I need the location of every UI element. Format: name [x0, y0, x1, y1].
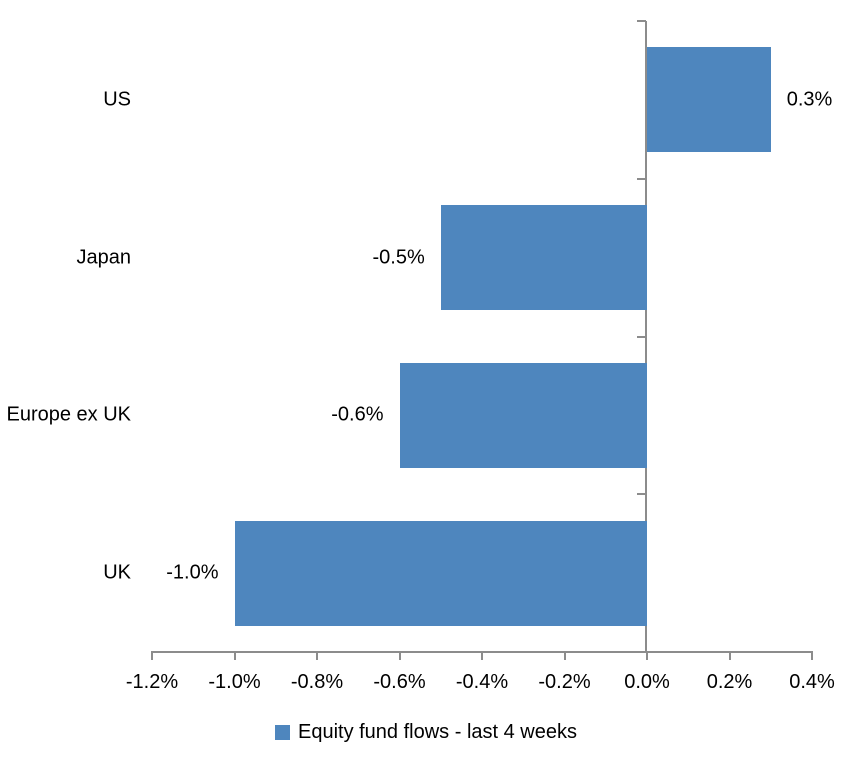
bar-value-label: -1.0%	[166, 561, 219, 584]
bar-value-label: -0.5%	[372, 246, 425, 269]
category-label: Europe ex UK	[6, 403, 131, 426]
bar	[647, 47, 771, 153]
x-tick	[563, 651, 566, 660]
x-tick	[728, 651, 731, 660]
x-tick-label: 0.2%	[706, 671, 753, 693]
category-axis-tick	[637, 20, 646, 22]
legend: Equity fund flows - last 4 weeks	[0, 721, 852, 744]
y-axis-line	[645, 21, 647, 652]
x-tick-label: -1.0%	[208, 671, 261, 693]
x-tick-label: 0.0%	[624, 671, 670, 693]
x-tick	[316, 651, 318, 660]
category-label: UK	[103, 561, 131, 584]
x-tick-label: -1.2%	[125, 671, 179, 693]
category-axis-tick	[637, 493, 646, 496]
x-tick-label: 0.4%	[789, 671, 835, 693]
bar-value-label: -0.6%	[331, 403, 384, 426]
legend-swatch-icon	[274, 725, 290, 740]
category-axis-tick	[637, 335, 646, 338]
x-tick	[398, 651, 401, 660]
bar	[234, 520, 647, 626]
x-tick-label: -0.6%	[373, 671, 426, 693]
bar	[440, 205, 647, 311]
category-label: Japan	[76, 246, 132, 269]
legend-label: Equity fund flows - last 4 weeks	[297, 721, 577, 743]
x-tick	[646, 651, 648, 660]
category-label: US	[103, 88, 131, 111]
x-tick-label: -0.8%	[290, 671, 344, 693]
category-axis-tick	[637, 651, 646, 653]
x-tick	[811, 651, 813, 660]
x-tick	[481, 651, 483, 660]
bar-value-label: 0.3%	[786, 88, 833, 111]
x-tick	[233, 651, 236, 660]
bar	[399, 362, 647, 468]
x-tick-label: -0.2%	[538, 671, 591, 693]
x-tick	[151, 651, 153, 660]
x-tick-label: -0.4%	[455, 671, 509, 693]
category-axis-tick	[637, 177, 646, 180]
